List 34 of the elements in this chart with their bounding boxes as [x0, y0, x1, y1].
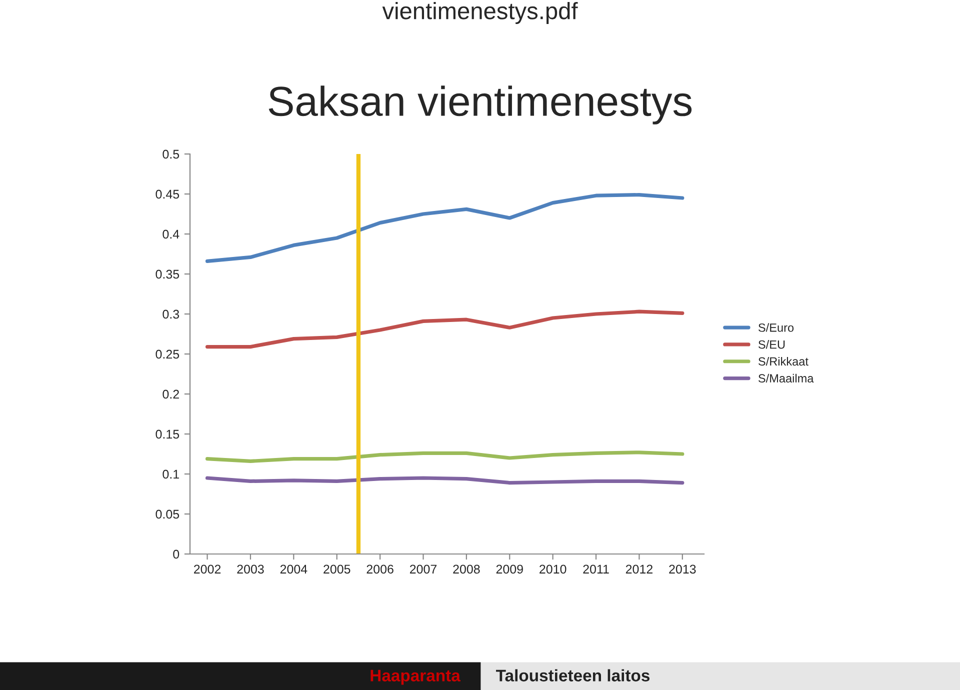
legend-label: S/Rikkaat: [758, 356, 808, 366]
text: Taloustieteen laitos: [496, 669, 650, 682]
x-tick-label: 2005: [324, 564, 350, 574]
y-tick-label: 0.3: [162, 310, 180, 319]
x-tick-label: 2008: [453, 564, 480, 574]
x-tick-label: 2007: [410, 564, 437, 574]
y-tick-label: 0.25: [156, 350, 180, 359]
y-tick-label: 0: [173, 550, 180, 559]
chart-title: Saksan vientimenestys: [268, 86, 692, 124]
y-tick-label: 0.5: [162, 150, 180, 159]
x-tick-label: 2013: [669, 564, 696, 574]
x-tick-label: 2009: [496, 564, 523, 574]
x-tick-label: 2010: [540, 564, 566, 574]
y-tick-label: 0.05: [156, 510, 180, 519]
legend-label: S/Maailma: [758, 374, 814, 383]
line-series: [205, 310, 684, 349]
y-tick-label: 0.45: [156, 190, 180, 199]
line-series: [205, 450, 684, 464]
y-tick-label: 0.2: [162, 390, 179, 399]
text: vientimenestys.pdf: [382, 2, 578, 24]
y-tick-label: 0.35: [156, 270, 180, 279]
y-tick-label: 0.4: [162, 230, 180, 239]
legend-label: S/EU: [758, 340, 785, 349]
text: Haaparanta: [370, 670, 460, 685]
y-tick-label: 0.15: [156, 430, 180, 439]
x-tick-label: 2003: [237, 564, 264, 574]
x-tick-label: 2002: [194, 564, 221, 574]
x-tick-label: 2006: [366, 564, 394, 574]
y-tick-label: 0.1: [162, 470, 179, 479]
x-tick-label: 2011: [583, 564, 609, 574]
x-tick-label: 2004: [280, 564, 308, 574]
x-tick-label: 2012: [626, 564, 652, 574]
legend-label: S/Euro: [758, 323, 794, 332]
line-series: [205, 192, 684, 264]
